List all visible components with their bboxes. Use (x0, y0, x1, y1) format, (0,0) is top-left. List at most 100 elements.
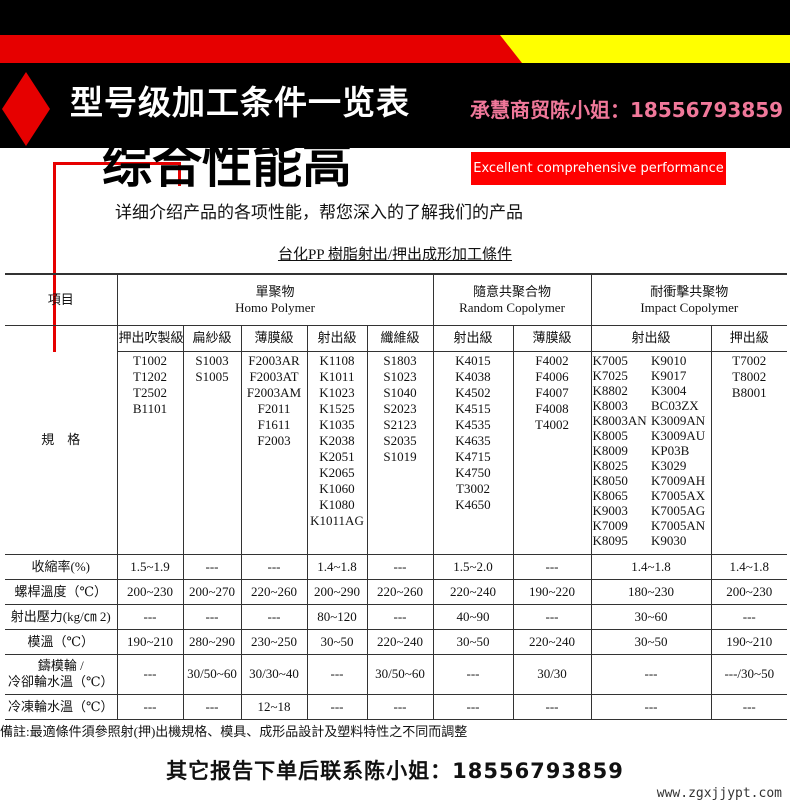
cell-value: --- (590, 693, 712, 720)
diamond-icon (2, 72, 50, 146)
decorative-bracket-tick (178, 162, 181, 186)
cell-value: ---/30~50 (710, 653, 788, 695)
cell-value: 30/50~60 (182, 653, 242, 695)
cell-value: --- (710, 693, 788, 720)
group-header: 單聚物 Homo Polymer (116, 273, 434, 326)
cell-value: 190~220 (512, 578, 592, 605)
table-title: 台化PP 樹脂射出/押出成形加工條件 (277, 247, 513, 263)
hero-subtitle: 详细介绍产品的各项性能，帮您深入的了解我们的产品 (115, 203, 523, 223)
row-label: 射出壓力(kg/㎝ 2) (5, 603, 118, 630)
cell-value: 1.4~1.8 (306, 553, 368, 580)
cell-value: 30~50 (306, 628, 368, 655)
table-row: 冷凍輪水溫（℃） --- --- 12~18 --- --- --- --- --- --- (5, 693, 788, 720)
column-header: 射出級 (432, 324, 514, 352)
table-row: 鑄模輪 / 冷卻輪水溫（℃） --- 30/50~60 30/30~40 --- 30/5… (5, 653, 788, 695)
row-label: 模溫（℃） (5, 628, 118, 655)
cell-value: 30/30 (512, 653, 592, 695)
cell-value: --- (710, 603, 788, 630)
column-header: 押出級 (710, 324, 788, 352)
table-row: 螺桿溫度（℃） 200~230 200~270 220~260 200~290 220~2… (5, 578, 788, 605)
cell-value: --- (116, 653, 184, 695)
cell-value: 40~90 (432, 603, 514, 630)
cell-value: 180~230 (590, 578, 712, 605)
spec-label: 規 格 (5, 324, 118, 555)
row-label: 收縮率(%) (5, 553, 118, 580)
grade-list: K7005 K7025 K8802 K8003 K8003AN K8005 K8… (590, 350, 712, 555)
cell-value: 1.4~1.8 (590, 553, 712, 580)
banner: 型号级加工条件一览表 (0, 0, 790, 148)
processing-table: 項目 單聚物 Homo Polymer 隨意共聚合物 Random Copolyme… (5, 273, 788, 720)
cell-value: --- (306, 693, 368, 720)
group-en: Homo Polymer (235, 299, 315, 315)
grade-list-b: K9010 K9017 K3004 BC03ZX K3009AN K3009AU… (651, 352, 706, 548)
cell-value: 30~50 (432, 628, 514, 655)
grade-list: K1108 K1011 K1023 K1525 K1035 K2038 K205… (306, 350, 368, 555)
group-zh: 單聚物 (255, 283, 295, 299)
row-label: 鑄模輪 / 冷卻輪水溫（℃） (5, 653, 118, 695)
site-watermark: www.zgxjjypt.com (656, 786, 782, 801)
grade-list: K4015 K4038 K4502 K4515 K4535 K4635 K471… (432, 350, 514, 555)
cell-value: --- (182, 693, 242, 720)
group-header: 隨意共聚合物 Random Copolymer (432, 273, 592, 326)
footer-contact: 其它报告下单后联系陈小姐：18556793859 (166, 759, 624, 783)
cell-value: 30/50~60 (366, 653, 434, 695)
group-en: Impact Copolymer (640, 299, 739, 315)
cell-value: --- (240, 603, 308, 630)
watermark: 承慧商贸陈小姐：18556793859 (470, 98, 784, 122)
cell-value: --- (432, 693, 514, 720)
grade-list: T7002 T8002 B8001 (710, 350, 788, 555)
decorative-bracket (53, 162, 181, 352)
grade-list: S1003 S1005 (182, 350, 242, 555)
cell-value: --- (240, 553, 308, 580)
banner-title: 型号级加工条件一览表 (70, 83, 410, 122)
grade-list: T1002 T1202 T2502 B1101 (116, 350, 184, 555)
cell-value: --- (366, 693, 434, 720)
cell-value: 190~210 (116, 628, 184, 655)
table-row: 射出壓力(kg/㎝ 2) --- --- --- 80~120 --- 40~90 --- 30… (5, 603, 788, 630)
table-row: 收縮率(%) 1.5~1.9 --- --- 1.4~1.8 --- 1.5~2.0 --- 1… (5, 553, 788, 580)
group-en: Random Copolymer (459, 299, 565, 315)
group-zh: 耐衝擊共聚物 (650, 283, 729, 299)
cell-value: --- (366, 603, 434, 630)
cell-value: 200~270 (182, 578, 242, 605)
column-header: 押出吹製級 (116, 324, 184, 352)
grade-list-a: K7005 K7025 K8802 K8003 K8003AN K8005 K8… (592, 352, 647, 548)
cell-value: 220~240 (512, 628, 592, 655)
column-header: 薄膜級 (512, 324, 592, 352)
column-header: 纖維級 (366, 324, 434, 352)
row-label: 冷凍輪水溫（℃） (5, 693, 118, 720)
grade-list: F4002 F4006 F4007 F4008 T4002 (512, 350, 592, 555)
column-header: 扁紗級 (182, 324, 242, 352)
cell-value: 12~18 (240, 693, 308, 720)
cell-value: 220~240 (366, 628, 434, 655)
cell-value: --- (512, 553, 592, 580)
cell-value: 30/30~40 (240, 653, 308, 695)
cell-value: 220~260 (366, 578, 434, 605)
cell-value: 200~290 (306, 578, 368, 605)
cell-value: 280~290 (182, 628, 242, 655)
column-header: 射出級 (590, 324, 712, 352)
item-header: 項目 (5, 273, 118, 326)
cell-value: --- (432, 653, 514, 695)
grade-list: F2003AR F2003AT F2003AM F2011 F1611 F200… (240, 350, 308, 555)
cell-value: 220~240 (432, 578, 514, 605)
cell-value: --- (366, 553, 434, 580)
cell-value: --- (116, 693, 184, 720)
hero-tag: Excellent comprehensive performance (471, 152, 726, 185)
cell-value: 220~260 (240, 578, 308, 605)
cell-value: 230~250 (240, 628, 308, 655)
table-row: 模溫（℃） 190~210 280~290 230~250 30~50 220~240 30… (5, 628, 788, 655)
yellow-stripe (500, 35, 790, 63)
cell-value: 30~50 (590, 628, 712, 655)
cell-value: --- (590, 653, 712, 695)
cell-value: 30~60 (590, 603, 712, 630)
cell-value: 200~230 (710, 578, 788, 605)
cell-value: --- (512, 603, 592, 630)
group-zh: 隨意共聚合物 (473, 283, 552, 299)
cell-value: --- (306, 653, 368, 695)
cell-value: --- (116, 603, 184, 630)
cell-value: 1.5~1.9 (116, 553, 184, 580)
cell-value: --- (512, 693, 592, 720)
cell-value: 190~210 (710, 628, 788, 655)
grade-list: S1803 S1023 S1040 S2023 S2123 S2035 S101… (366, 350, 434, 555)
